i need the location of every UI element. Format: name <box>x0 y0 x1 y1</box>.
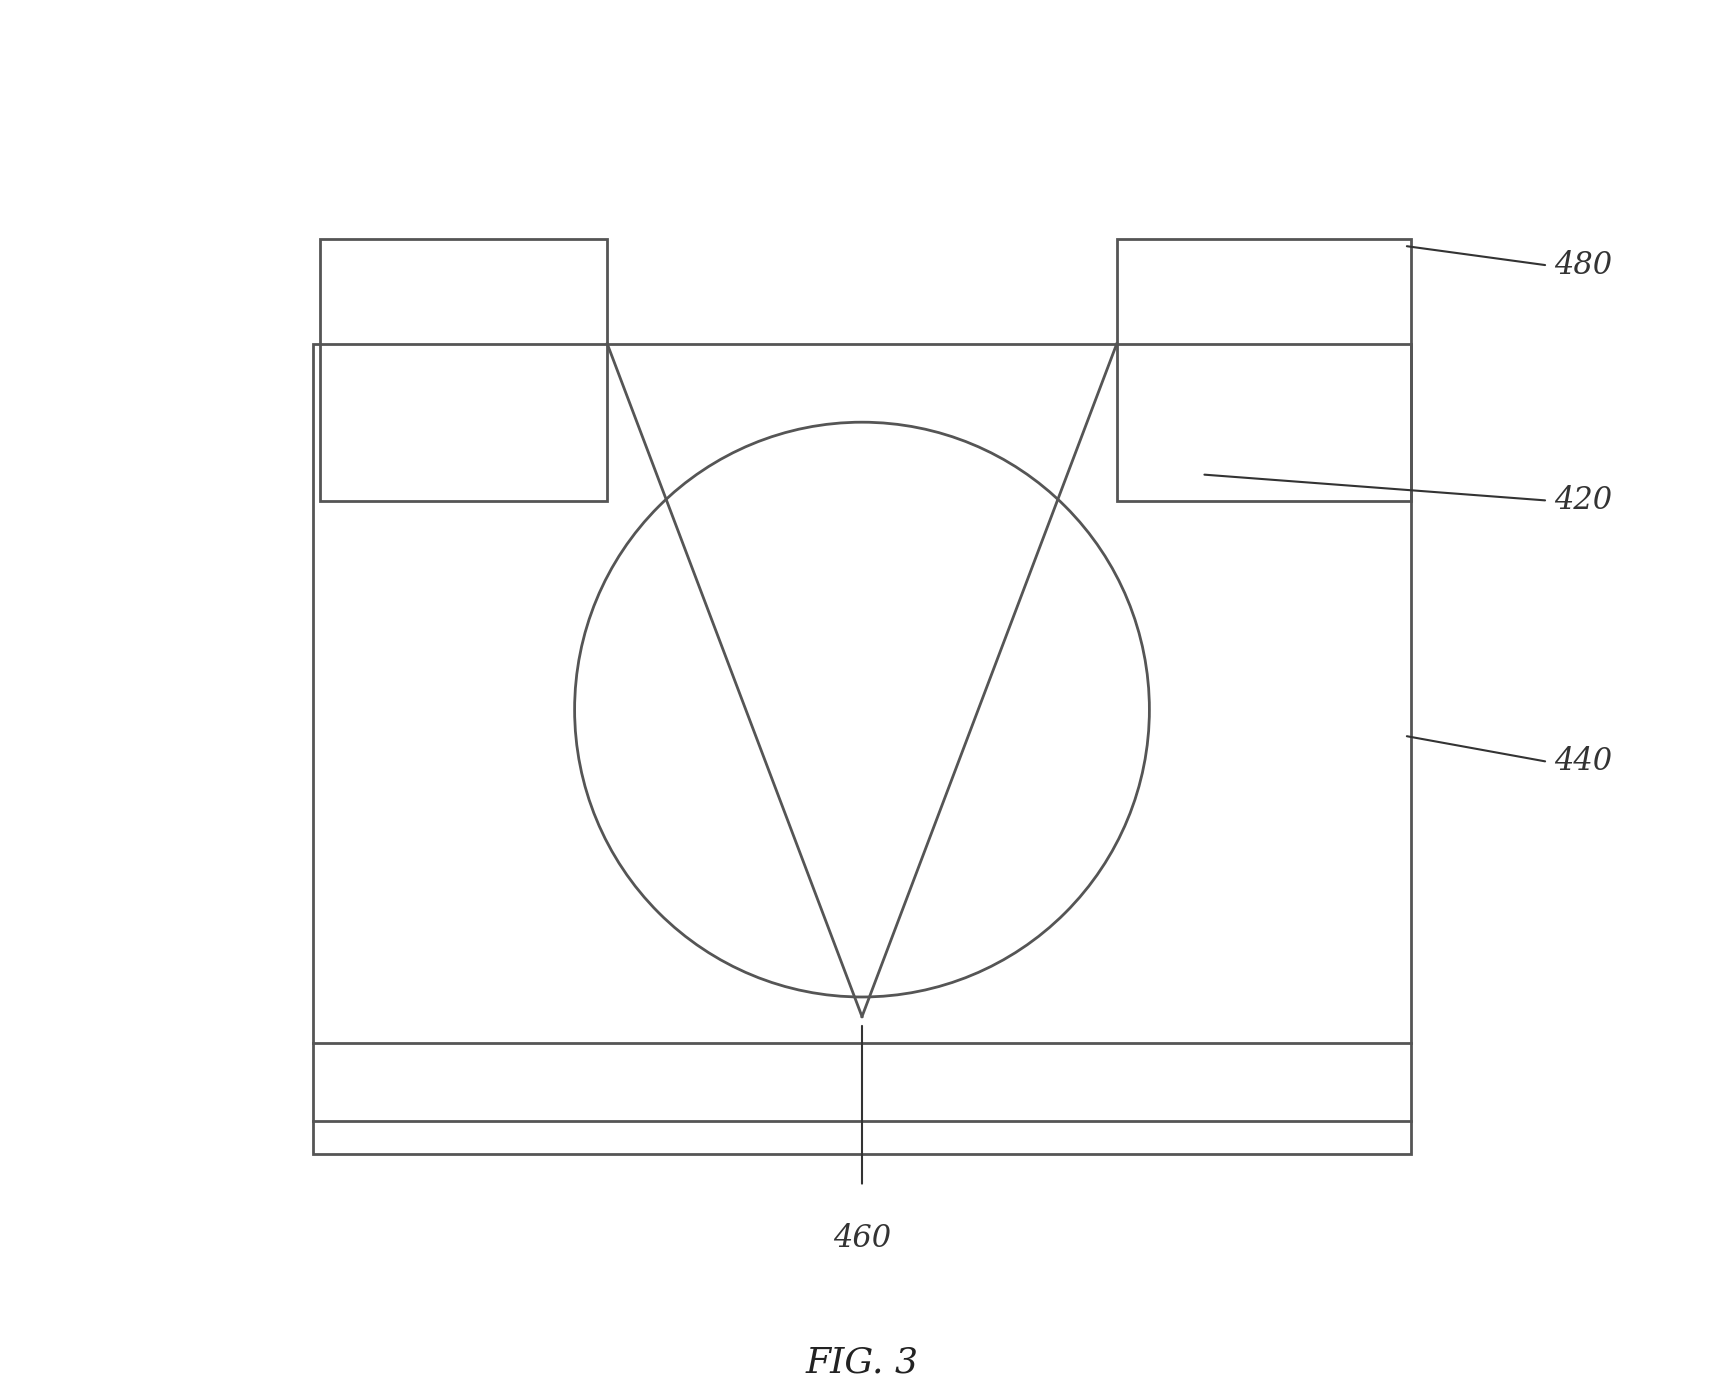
Text: 420: 420 <box>1554 485 1611 517</box>
Text: FIG. 3: FIG. 3 <box>805 1345 918 1374</box>
Text: 480: 480 <box>1554 250 1611 280</box>
Text: 460: 460 <box>832 1223 891 1254</box>
Bar <box>1117 239 1409 500</box>
Text: 440: 440 <box>1554 746 1611 778</box>
Bar <box>314 344 1409 1154</box>
Bar <box>320 239 606 500</box>
